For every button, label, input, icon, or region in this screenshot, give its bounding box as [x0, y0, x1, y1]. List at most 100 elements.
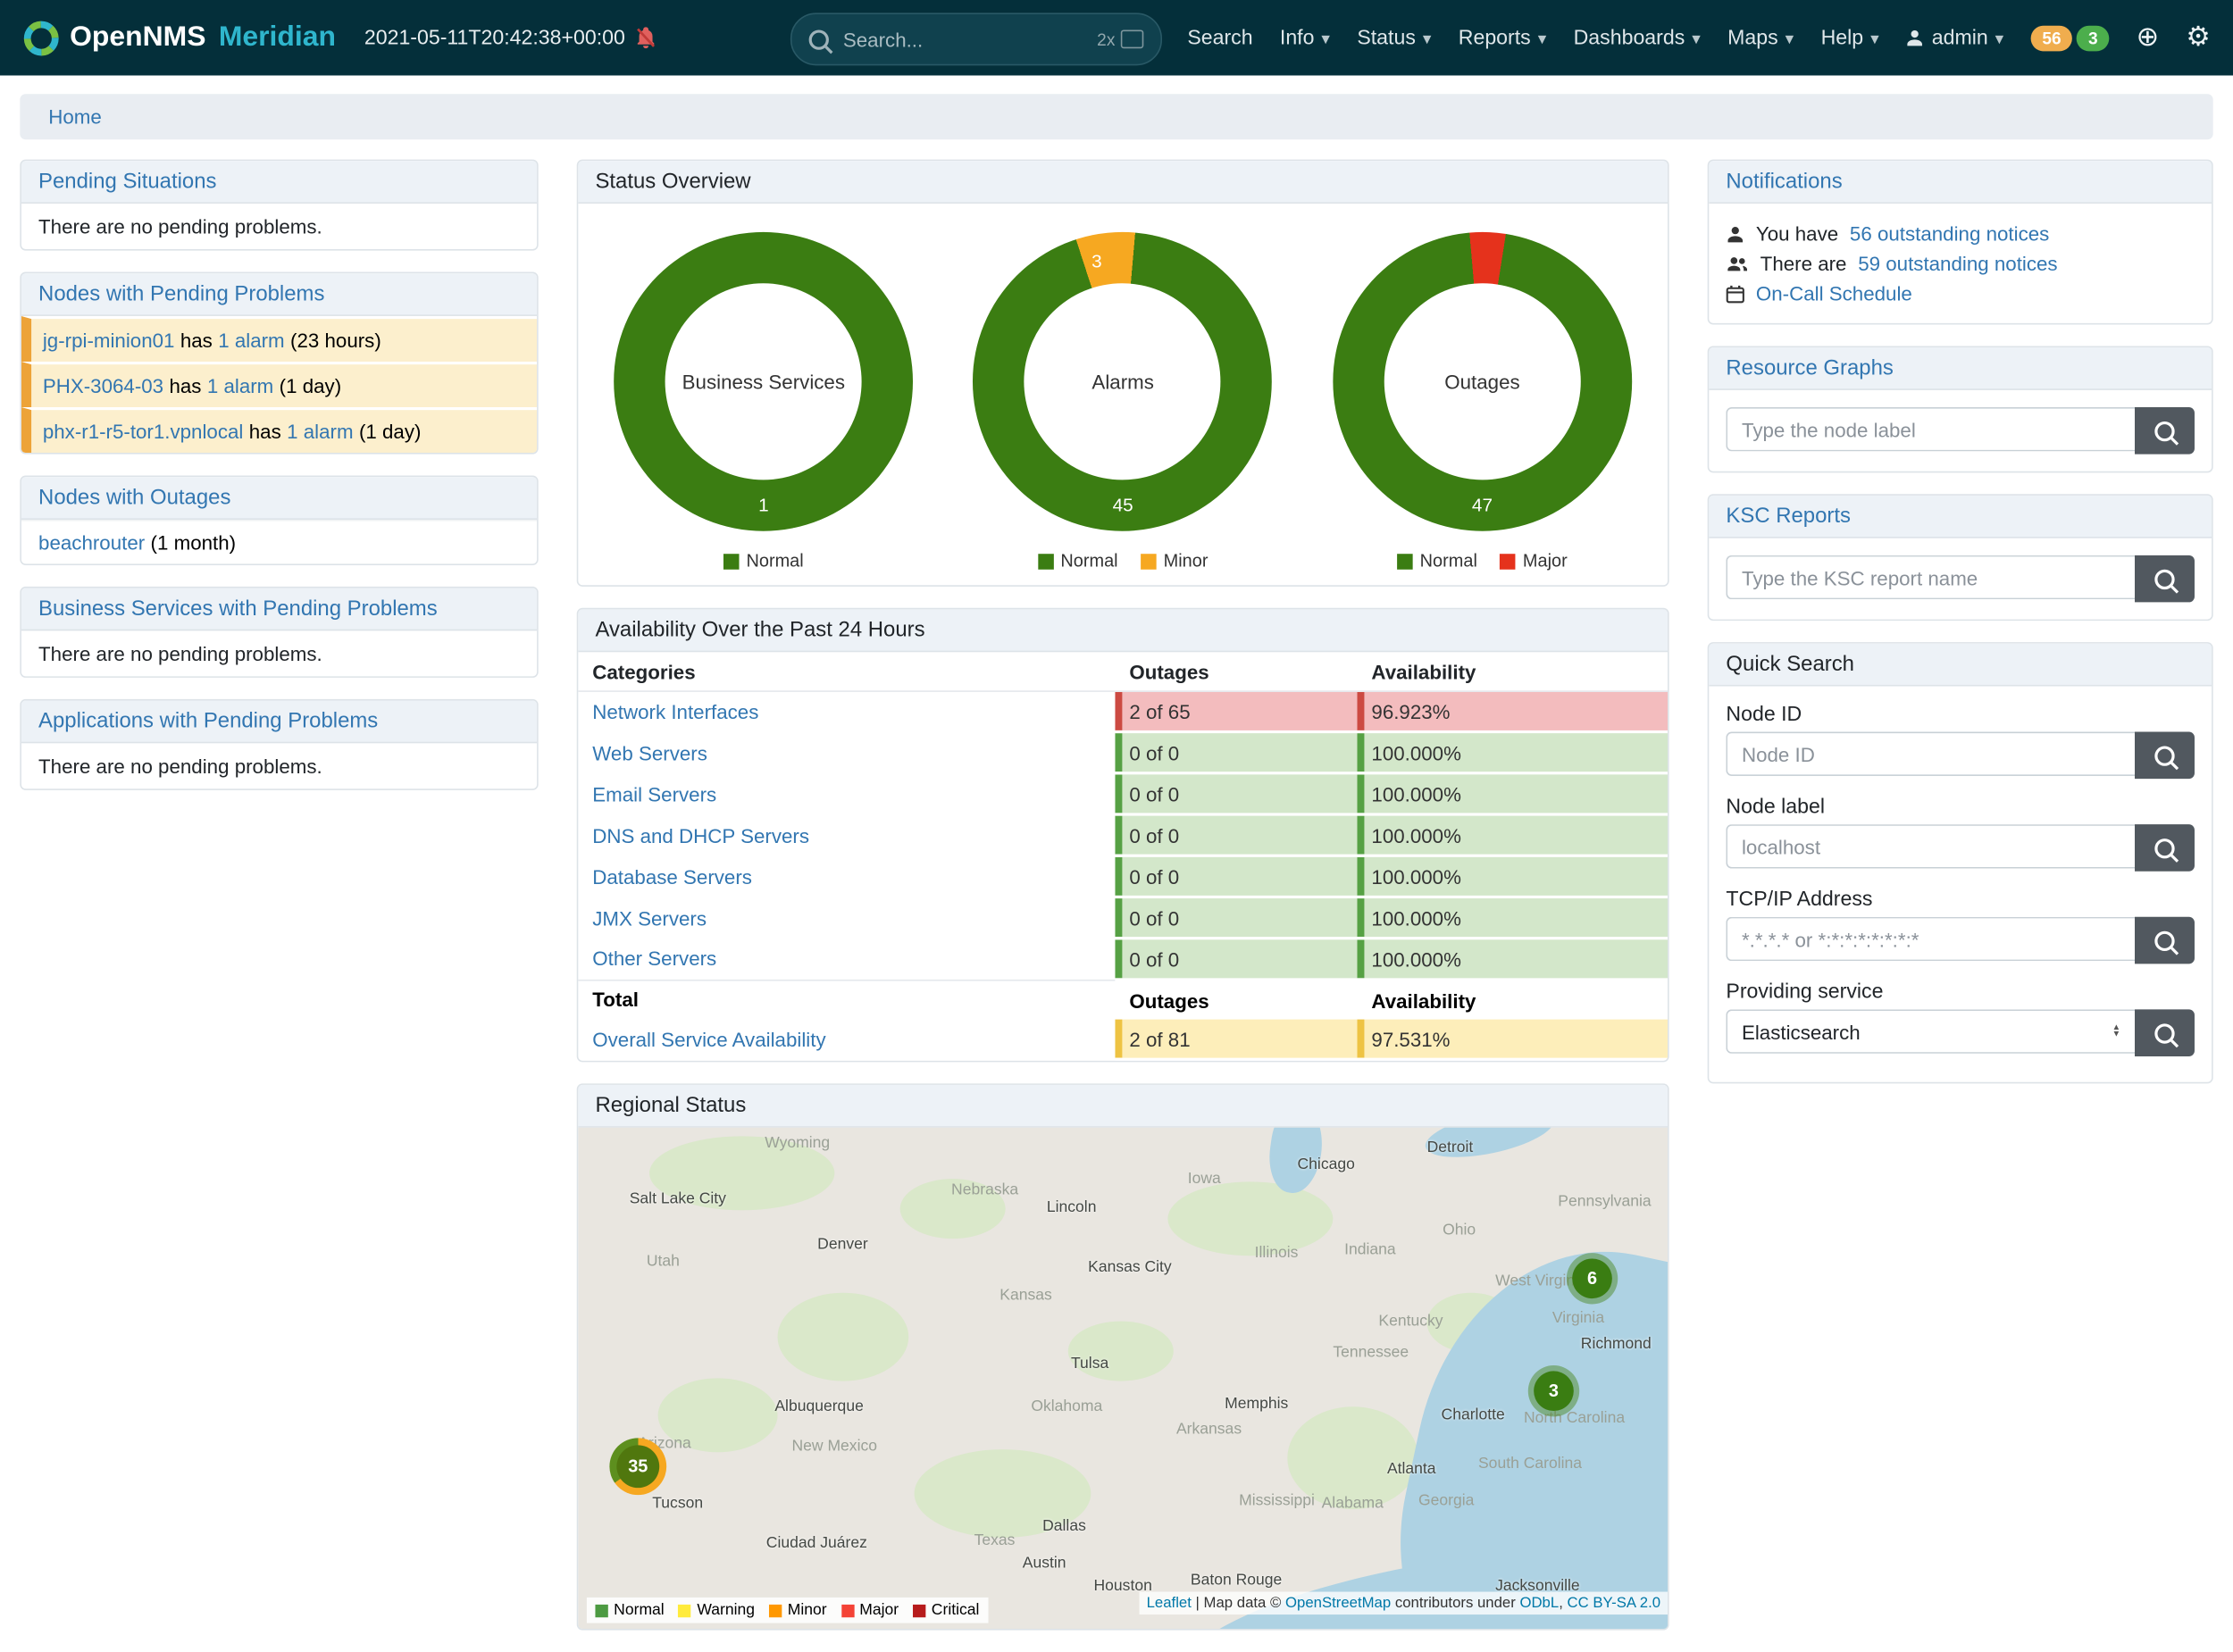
pending-situations-title[interactable]: Pending Situations: [21, 161, 538, 204]
donut-chart[interactable]: 3 Alarms 45: [973, 231, 1273, 531]
node-label-input[interactable]: [1726, 824, 2136, 869]
map-attribution: Leaflet | Map data © OpenStreetMap contr…: [1139, 1591, 1668, 1615]
category-link[interactable]: Network Interfaces: [592, 700, 759, 723]
quick-search-title: Quick Search: [1709, 643, 2212, 687]
applications-title[interactable]: Applications with Pending Problems: [21, 700, 538, 744]
total-header-row: Total Outages Availability: [578, 979, 1668, 1020]
donut-count: 47: [1471, 494, 1493, 516]
total-col-outages: Outages: [1115, 979, 1358, 1020]
search-button[interactable]: [2135, 406, 2195, 455]
map-label: Kansas City: [1088, 1258, 1172, 1276]
resource-graphs-input[interactable]: [1726, 406, 2136, 452]
row-text: has: [248, 420, 281, 443]
breadcrumb-home-link[interactable]: Home: [48, 104, 102, 129]
map-cluster-marker[interactable]: 35: [609, 1438, 667, 1496]
availability-card: Availability Over the Past 24 Hours Cate…: [576, 607, 1669, 1063]
resource-graphs-card: Resource Graphs: [1707, 346, 2213, 473]
row-text: has: [169, 374, 202, 397]
menu-status[interactable]: Status: [1357, 26, 1431, 49]
search-button[interactable]: [2135, 731, 2195, 780]
col-header-availability: Availability: [1357, 652, 1668, 692]
map-label: Memphis: [1225, 1395, 1289, 1413]
category-link[interactable]: Other Servers: [592, 947, 717, 971]
category-link[interactable]: Overall Service Availability: [592, 1028, 826, 1051]
chevron-down-icon: [1870, 26, 1879, 49]
brand[interactable]: OpenNMS Meridian: [23, 20, 336, 56]
alarm-link[interactable]: 1 alarm: [287, 420, 354, 443]
alarm-link[interactable]: 1 alarm: [206, 374, 274, 397]
map-label: Illinois: [1254, 1244, 1299, 1262]
node-id-label: Node ID: [1726, 703, 1802, 727]
legend-label: Warning: [697, 1601, 756, 1619]
notices-off-icon[interactable]: [635, 27, 657, 49]
map-cluster-marker[interactable]: 3: [1527, 1365, 1580, 1417]
map-cluster-marker[interactable]: 6: [1566, 1253, 1618, 1305]
nodes-outages-title[interactable]: Nodes with Outages: [21, 477, 538, 520]
donut-chart[interactable]: Business Services 1: [614, 231, 914, 531]
notices-badge[interactable]: 56: [2030, 24, 2073, 51]
map-label: Charlotte: [1441, 1406, 1505, 1424]
node-link[interactable]: phx-r1-r5-tor1.vpnlocal: [42, 420, 244, 443]
outstanding-notices-link[interactable]: 56 outstanding notices: [1849, 221, 2050, 246]
ksc-reports-title[interactable]: KSC Reports: [1709, 495, 2212, 538]
menu-help[interactable]: Help: [1821, 26, 1879, 49]
search-button[interactable]: [2135, 824, 2195, 872]
resource-graphs-title[interactable]: Resource Graphs: [1709, 347, 2212, 390]
search-input[interactable]: [840, 26, 1086, 53]
category-link[interactable]: Web Servers: [592, 740, 707, 764]
ksc-reports-input[interactable]: [1726, 555, 2136, 600]
menu-search[interactable]: Search: [1187, 26, 1253, 50]
node-id-input[interactable]: [1726, 731, 2136, 776]
status-overview-card: Status Overview Business Services 1 Norm…: [576, 159, 1669, 587]
providing-service-select[interactable]: Elasticsearch ▲ ▼: [1726, 1009, 2136, 1054]
search-button[interactable]: [2135, 1009, 2195, 1057]
oncall-schedule-link[interactable]: On-Call Schedule: [1755, 281, 1912, 305]
map-label: Georgia: [1418, 1491, 1475, 1510]
donut-chart[interactable]: Outages 47: [1333, 231, 1632, 531]
legend-swatch-normal: [1397, 553, 1413, 569]
map-label: Austin: [1022, 1555, 1066, 1573]
node-outage-row: beachrouter (1 month): [21, 519, 538, 563]
map-label: South Carolina: [1477, 1455, 1583, 1473]
alarm-link[interactable]: 1 alarm: [218, 329, 285, 352]
node-link[interactable]: jg-rpi-minion01: [42, 329, 175, 352]
regional-status-map[interactable]: Wyoming Salt Lake City Nebraska Iowa Chi…: [578, 1127, 1668, 1629]
outstanding-notices-link[interactable]: 59 outstanding notices: [1858, 252, 2058, 275]
applications-empty: There are no pending problems.: [38, 755, 322, 778]
donut-legend: Normal Minor: [1037, 551, 1208, 571]
map-label: Lincoln: [1046, 1198, 1097, 1216]
business-services-title[interactable]: Business Services with Pending Problems: [21, 588, 538, 631]
category-link[interactable]: Database Servers: [592, 864, 752, 889]
menu-maps[interactable]: Maps: [1727, 26, 1794, 49]
pending-situations-card: Pending Situations There are no pending …: [20, 159, 539, 251]
menu-info[interactable]: Info: [1280, 26, 1330, 49]
total-col-availability: Availability: [1357, 979, 1668, 1020]
acknowledged-badge[interactable]: 3: [2077, 24, 2110, 51]
notifications-title[interactable]: Notifications: [1709, 161, 2212, 204]
menu-user[interactable]: admin: [1906, 26, 2003, 49]
regional-status-title: Regional Status: [578, 1084, 1668, 1128]
legend-label: Major: [1522, 551, 1568, 572]
category-link[interactable]: Email Servers: [592, 782, 717, 805]
map-label: New Mexico: [791, 1438, 878, 1456]
category-link[interactable]: JMX Servers: [592, 905, 707, 930]
map-label: Salt Lake City: [629, 1189, 726, 1208]
odbl-link[interactable]: ODbL: [1519, 1594, 1560, 1612]
leaflet-link[interactable]: Leaflet: [1146, 1594, 1192, 1612]
global-search[interactable]: 2x: [790, 13, 1163, 66]
category-link[interactable]: DNS and DHCP Servers: [592, 823, 810, 847]
cc-link[interactable]: CC BY-SA 2.0: [1567, 1594, 1661, 1612]
ip-address-input[interactable]: [1726, 916, 2136, 962]
menu-reports[interactable]: Reports: [1459, 26, 1547, 49]
node-link[interactable]: beachrouter: [38, 530, 146, 555]
osm-link[interactable]: OpenStreetMap: [1284, 1594, 1392, 1612]
table-row: JMX Servers 0 of 0 100.000%: [578, 897, 1668, 940]
search-button[interactable]: [2135, 916, 2195, 964]
node-link[interactable]: PHX-3064-03: [42, 374, 164, 397]
menu-dashboards[interactable]: Dashboards: [1574, 26, 1701, 49]
gears-icon[interactable]: ⚙: [2186, 22, 2211, 53]
table-row: Other Servers 0 of 0 100.000%: [578, 938, 1668, 981]
add-icon[interactable]: ⊕: [2136, 22, 2160, 53]
search-button[interactable]: [2135, 555, 2195, 603]
nodes-pending-title[interactable]: Nodes with Pending Problems: [21, 273, 538, 316]
